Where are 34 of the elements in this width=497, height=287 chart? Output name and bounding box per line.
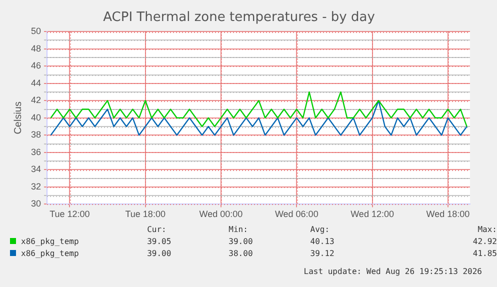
text: Min:	[228, 224, 249, 236]
x-tick-label: Wed 06:00	[274, 209, 318, 220]
text: Last update: Wed Aug 26 19:25:13 2026	[304, 267, 482, 276]
y-tick-label: 34	[30, 164, 42, 174]
y-tick-label: 38	[30, 130, 42, 140]
text: 39.12	[310, 248, 336, 260]
legend-label: x86_pkg_temp	[20, 248, 80, 260]
y-tick-label: 44	[30, 78, 42, 88]
text: Max:	[476, 224, 497, 236]
y-axis-title: Celsius	[12, 102, 24, 134]
y-tick-label: 32	[30, 181, 42, 192]
text: 39.05	[147, 236, 172, 248]
text: 38.00	[228, 248, 254, 260]
text: 39.00	[228, 236, 254, 248]
text: Cur:	[147, 224, 168, 236]
x-tick-label: Wed 00:00	[199, 209, 243, 220]
legend-label: x86_pkg_temp	[20, 236, 80, 248]
y-tick-label: 30	[30, 198, 42, 209]
y-tick-label: 42	[30, 95, 42, 106]
text: Avg:	[310, 224, 331, 236]
x-tick-label: Wed 12:00	[350, 209, 394, 220]
y-tick-label: 46	[30, 60, 42, 71]
text: 39.00	[147, 248, 172, 260]
y-tick-label: 48	[30, 43, 42, 54]
text: 40.13	[310, 236, 336, 248]
text: 41.85	[472, 248, 497, 260]
x-tick-label: Wed 18:00	[426, 209, 470, 220]
y-tick-label: 40	[30, 112, 42, 122]
text: 42.92	[472, 236, 497, 248]
y-tick-label: 36	[30, 146, 42, 157]
chart-title: ACPI Thermal zone temperatures - by day	[103, 10, 376, 26]
x-tick-label: Tue 18:00	[125, 209, 166, 220]
y-tick-label: 50	[30, 26, 42, 36]
x-tick-label: Tue 12:00	[50, 209, 90, 220]
